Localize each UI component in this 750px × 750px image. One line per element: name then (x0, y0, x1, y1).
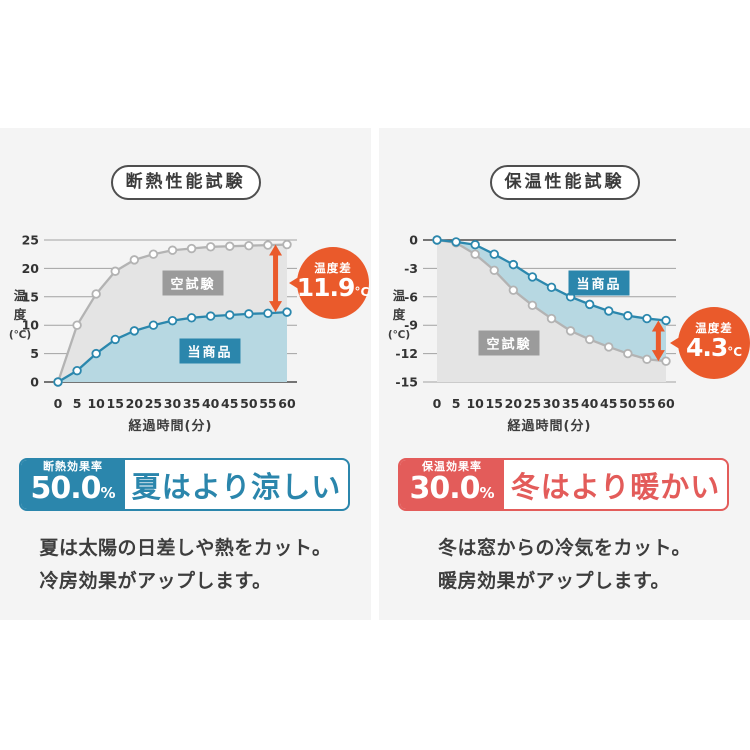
heat-retention-temperature-chart: 0-3-6-9-12-150 5 10 15 20 25 30 35 40 45 50 55 60経過時… (388, 233, 676, 434)
svg-text:5: 5 (30, 346, 39, 361)
svg-text:-3: -3 (404, 261, 418, 276)
svg-text:5: 5 (452, 396, 461, 411)
svg-text:0: 0 (30, 375, 39, 390)
svg-text:15: 15 (107, 396, 124, 411)
temp-diff-label: 温度差 (314, 261, 352, 275)
svg-text:(℃): (℃) (9, 329, 31, 341)
description-line: 冷房効果がアップします。 (39, 570, 272, 592)
svg-text:0: 0 (433, 396, 442, 411)
insulation-description: 夏は太陽の日差しや熱をカット。 冷房効果がアップします。 (0, 532, 371, 598)
svg-text:15: 15 (486, 396, 503, 411)
svg-text:0: 0 (409, 233, 418, 248)
svg-text:55: 55 (638, 396, 655, 411)
svg-text:60: 60 (657, 396, 675, 411)
svg-text:-12: -12 (395, 346, 418, 361)
svg-text:度: 度 (393, 307, 406, 322)
svg-text:20: 20 (22, 261, 40, 276)
svg-text:経過時間(分): 経過時間(分) (129, 418, 213, 434)
svg-text:25: 25 (524, 396, 541, 411)
chart-title-heat-retention: 保温性能試験 (489, 165, 640, 200)
series-label-product: 当商品 (179, 338, 241, 364)
svg-text:45: 45 (600, 396, 617, 411)
svg-text:40: 40 (581, 396, 599, 411)
svg-text:35: 35 (183, 396, 200, 411)
effect-rate-label: 断熱効果率 (43, 460, 103, 473)
temp-diff-badge: 温度差 11.9°C (297, 247, 369, 319)
series-label-blank-test: 空試験 (478, 330, 540, 356)
description-line: 夏は太陽の日差しや熱をカット。 (39, 537, 332, 559)
heat-retention-effect-badge: 保温効果率 30.0% 冬はより暖かい (398, 458, 729, 511)
svg-text:0: 0 (54, 396, 63, 411)
effect-headline: 冬はより暖かい (510, 469, 721, 504)
series-label-product: 当商品 (568, 270, 630, 296)
effect-rate-label: 保温効果率 (422, 460, 482, 473)
svg-text:-6: -6 (404, 289, 418, 304)
svg-text:25: 25 (22, 233, 39, 248)
svg-text:10: 10 (87, 396, 105, 411)
svg-text:(℃): (℃) (388, 329, 410, 341)
effect-rate-box: 保温効果率 30.0% (400, 460, 504, 509)
svg-text:-9: -9 (404, 318, 418, 333)
svg-text:50: 50 (240, 396, 258, 411)
svg-text:経過時間(分): 経過時間(分) (508, 418, 592, 434)
svg-text:度: 度 (14, 307, 27, 322)
svg-text:5: 5 (73, 396, 82, 411)
temp-diff-value: 11.9°C (296, 273, 370, 302)
svg-text:45: 45 (221, 396, 238, 411)
svg-text:-15: -15 (395, 375, 418, 390)
svg-text:20: 20 (126, 396, 144, 411)
series-label-blank-test: 空試験 (162, 270, 224, 296)
svg-text:温: 温 (393, 288, 406, 303)
effect-rate-box: 断熱効果率 50.0% (21, 460, 125, 509)
svg-text:30: 30 (164, 396, 182, 411)
svg-text:60: 60 (278, 396, 296, 411)
svg-text:10: 10 (22, 318, 40, 333)
effect-rate-value: 30.0% (409, 471, 495, 506)
svg-text:25: 25 (145, 396, 162, 411)
temp-diff-value: 4.3°C (685, 333, 743, 362)
svg-text:温: 温 (14, 288, 27, 303)
svg-text:40: 40 (202, 396, 220, 411)
insulation-effect-badge: 断熱効果率 50.0% 夏はより涼しい (19, 458, 350, 511)
description-line: 冬は窓からの冷気をカット。 (437, 537, 692, 559)
insulation-test-panel: 断熱性能試験 25 20 15 10 5 0 0 5 10 15 20 25 30 35 40 45 50 55 6… (0, 128, 371, 620)
temp-diff-label: 温度差 (695, 321, 733, 335)
svg-text:35: 35 (562, 396, 579, 411)
svg-text:15: 15 (22, 289, 39, 304)
heat-retention-test-panel: 保温性能試験 0 -3 -6 -9 -12 -15 0 5 10 15 20 25 30 35 40 45 50… (379, 128, 750, 620)
heat-retention-description: 冬は窓からの冷気をカット。 暖房効果がアップします。 (379, 532, 750, 598)
svg-text:20: 20 (505, 396, 523, 411)
svg-text:50: 50 (619, 396, 637, 411)
temp-diff-badge: 温度差 4.3°C (678, 307, 750, 379)
svg-text:10: 10 (466, 396, 484, 411)
chart-title-insulation: 断熱性能試験 (110, 165, 261, 200)
svg-text:55: 55 (259, 396, 276, 411)
description-line: 暖房効果がアップします。 (437, 570, 671, 592)
svg-text:30: 30 (543, 396, 561, 411)
effect-rate-value: 50.0% (30, 471, 116, 506)
effect-headline: 夏はより涼しい (131, 469, 342, 504)
